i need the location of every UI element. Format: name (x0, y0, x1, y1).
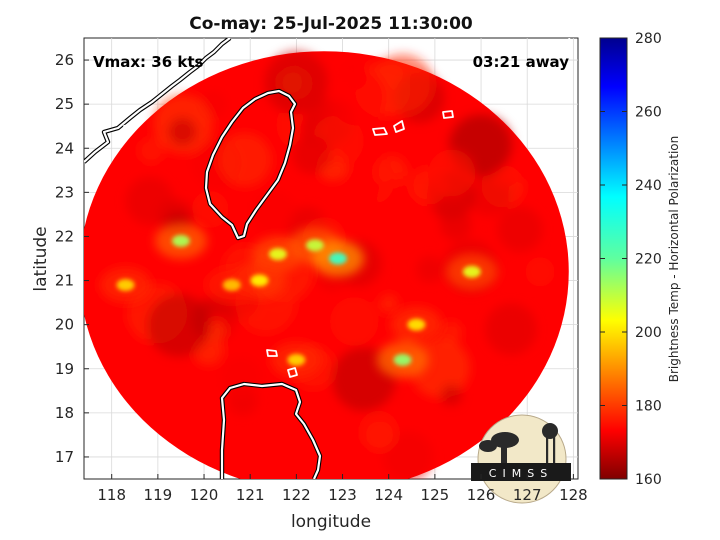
coastlines (84, 38, 571, 479)
colorbar-tick-label: 180 (635, 399, 662, 415)
y-tick-label: 18 (55, 404, 74, 422)
y-axis-label: latitude (31, 226, 51, 291)
x-tick-label: 122 (282, 486, 311, 504)
y-tick-label: 21 (55, 272, 74, 290)
x-axis-label: longitude (291, 512, 371, 532)
colorbar-tick-label: 200 (635, 325, 662, 341)
texture-blob (329, 68, 387, 126)
texture-blob (205, 320, 227, 341)
colorbar-tick-label: 220 (635, 252, 662, 268)
texture-blob (525, 257, 555, 287)
x-tick-label: 125 (421, 486, 450, 504)
x-tick-label: 120 (190, 486, 219, 504)
logo-text: CIMSS (489, 467, 553, 480)
x-tick-label: 128 (559, 486, 588, 504)
texture-blob (485, 303, 537, 355)
colorbar-tick-label: 240 (635, 178, 662, 194)
x-tick-label: 127 (513, 486, 542, 504)
y-tick-label: 17 (55, 448, 74, 466)
texture-blob (147, 293, 211, 357)
texture-blob (138, 137, 165, 164)
feature-core (268, 248, 287, 261)
texture-blob (191, 190, 229, 228)
cimss-logo: CIMSS (471, 414, 571, 504)
x-tick-label: 119 (144, 486, 173, 504)
feature-core (462, 265, 481, 278)
texture-blob (329, 297, 379, 346)
y-tick-label: 24 (55, 139, 74, 157)
x-tick-label: 124 (374, 486, 403, 504)
texture-blob (372, 54, 434, 115)
texture-blob (168, 117, 197, 147)
colorbar-label: Brightness Temp - Horizontal Polarizatio… (667, 136, 681, 383)
colorbar-tick-label: 160 (635, 472, 662, 488)
y-tick-label: 26 (55, 51, 74, 69)
y-tick-label: 22 (55, 227, 74, 245)
chart-title: Co-may: 25-Jul-2025 11:30:00 (189, 14, 473, 34)
colorbar-tick-label: 280 (635, 31, 662, 47)
feature-core (305, 239, 324, 252)
x-tick-label: 126 (467, 486, 496, 504)
texture-blob (264, 50, 328, 115)
y-axis: 17 18 19 20 21 22 23 24 25 26 (55, 51, 89, 466)
texture-blob (125, 176, 174, 225)
vmax-label: Vmax: 36 kts (93, 53, 203, 71)
texture-blob (383, 431, 433, 479)
feature-core (328, 252, 347, 265)
texture-blob (378, 293, 400, 315)
texture-blob (440, 208, 472, 240)
feature-core (222, 278, 241, 291)
feature-core (250, 274, 269, 287)
colorbar-tick-label: 260 (635, 105, 662, 121)
feature-core (407, 318, 426, 331)
y-tick-label: 23 (55, 183, 74, 201)
feature-core (171, 234, 190, 247)
x-axis: 118 119 120 121 122 123 124 125 126 127 128 (97, 474, 588, 504)
texture-blob (440, 384, 463, 406)
texture-blob (497, 206, 543, 252)
y-tick-label: 19 (55, 360, 74, 378)
island-outlines (123, 110, 454, 378)
convection-cores (116, 234, 481, 366)
china-coast-north (554, 38, 571, 53)
y-tick-label: 25 (55, 95, 74, 113)
texture-blob (428, 149, 476, 197)
texture-blob (416, 256, 443, 283)
feature-core (116, 278, 135, 291)
texture-blob (251, 190, 296, 235)
texture-blob (217, 132, 272, 187)
x-tick-label: 121 (236, 486, 265, 504)
feature-core (287, 353, 306, 366)
feature-core (393, 353, 412, 366)
x-tick-label: 118 (97, 486, 126, 504)
texture-blob (358, 410, 399, 451)
colorbar-ticks: 160 180 200 220 240 260 280 (600, 31, 662, 488)
y-tick-label: 20 (55, 316, 74, 334)
time-away-label: 03:21 away (473, 53, 570, 71)
texture-blob (292, 135, 332, 175)
x-tick-label: 123 (328, 486, 357, 504)
